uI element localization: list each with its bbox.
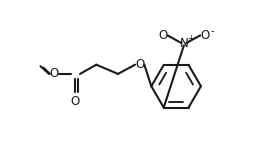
Text: O: O bbox=[135, 58, 144, 71]
Text: -: - bbox=[211, 27, 214, 36]
Text: O: O bbox=[200, 29, 209, 42]
Text: O: O bbox=[158, 29, 168, 42]
Text: +: + bbox=[187, 34, 194, 43]
Text: N: N bbox=[179, 37, 188, 50]
Text: O: O bbox=[50, 67, 59, 80]
Text: O: O bbox=[71, 95, 80, 108]
